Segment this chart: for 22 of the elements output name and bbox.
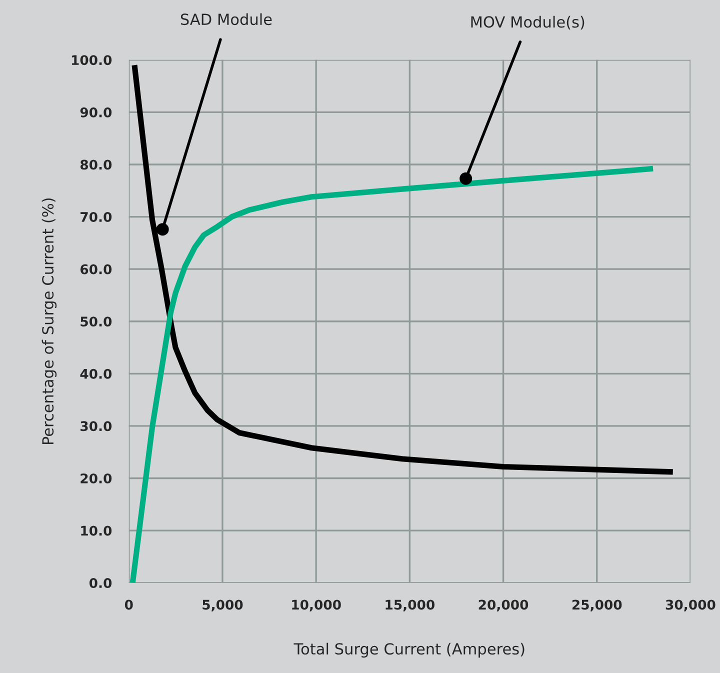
- annotation: MOV Module(s): [471, 16, 584, 30]
- y-tick-label: 50.0: [80, 316, 112, 327]
- x-tick-label: 20,000: [478, 600, 528, 612]
- y-tick-label: 30.0: [80, 421, 112, 432]
- y-tick-label: 10.0: [81, 526, 112, 536]
- y-tick-label: 40.0: [80, 368, 112, 379]
- y-tick-label: 20.0: [80, 473, 112, 484]
- x-tick-label: 15,000: [386, 600, 435, 612]
- annotation: SAD Module: [180, 13, 272, 26]
- y-tick-label: 90.0: [80, 107, 112, 118]
- y-tick-label: 100.0: [72, 55, 112, 66]
- y-tick-label: 60.0: [80, 264, 112, 274]
- y-tick-label: 80.0: [80, 160, 112, 170]
- x-tick-label: 5,000: [202, 600, 243, 612]
- x-tick-label: 0: [124, 600, 133, 610]
- x-axis-title: Total Surge Current (Amperes): [294, 642, 524, 658]
- x-tick-label: 30,000: [666, 600, 716, 612]
- x-tick-label: 25,000: [572, 600, 622, 612]
- y-tick-label: 70.0: [80, 212, 112, 222]
- y-axis-title: Percentage of Surge Current (%): [42, 198, 57, 444]
- y-tick-label: 0.0: [89, 578, 112, 588]
- x-tick-label: 10,000: [292, 600, 341, 612]
